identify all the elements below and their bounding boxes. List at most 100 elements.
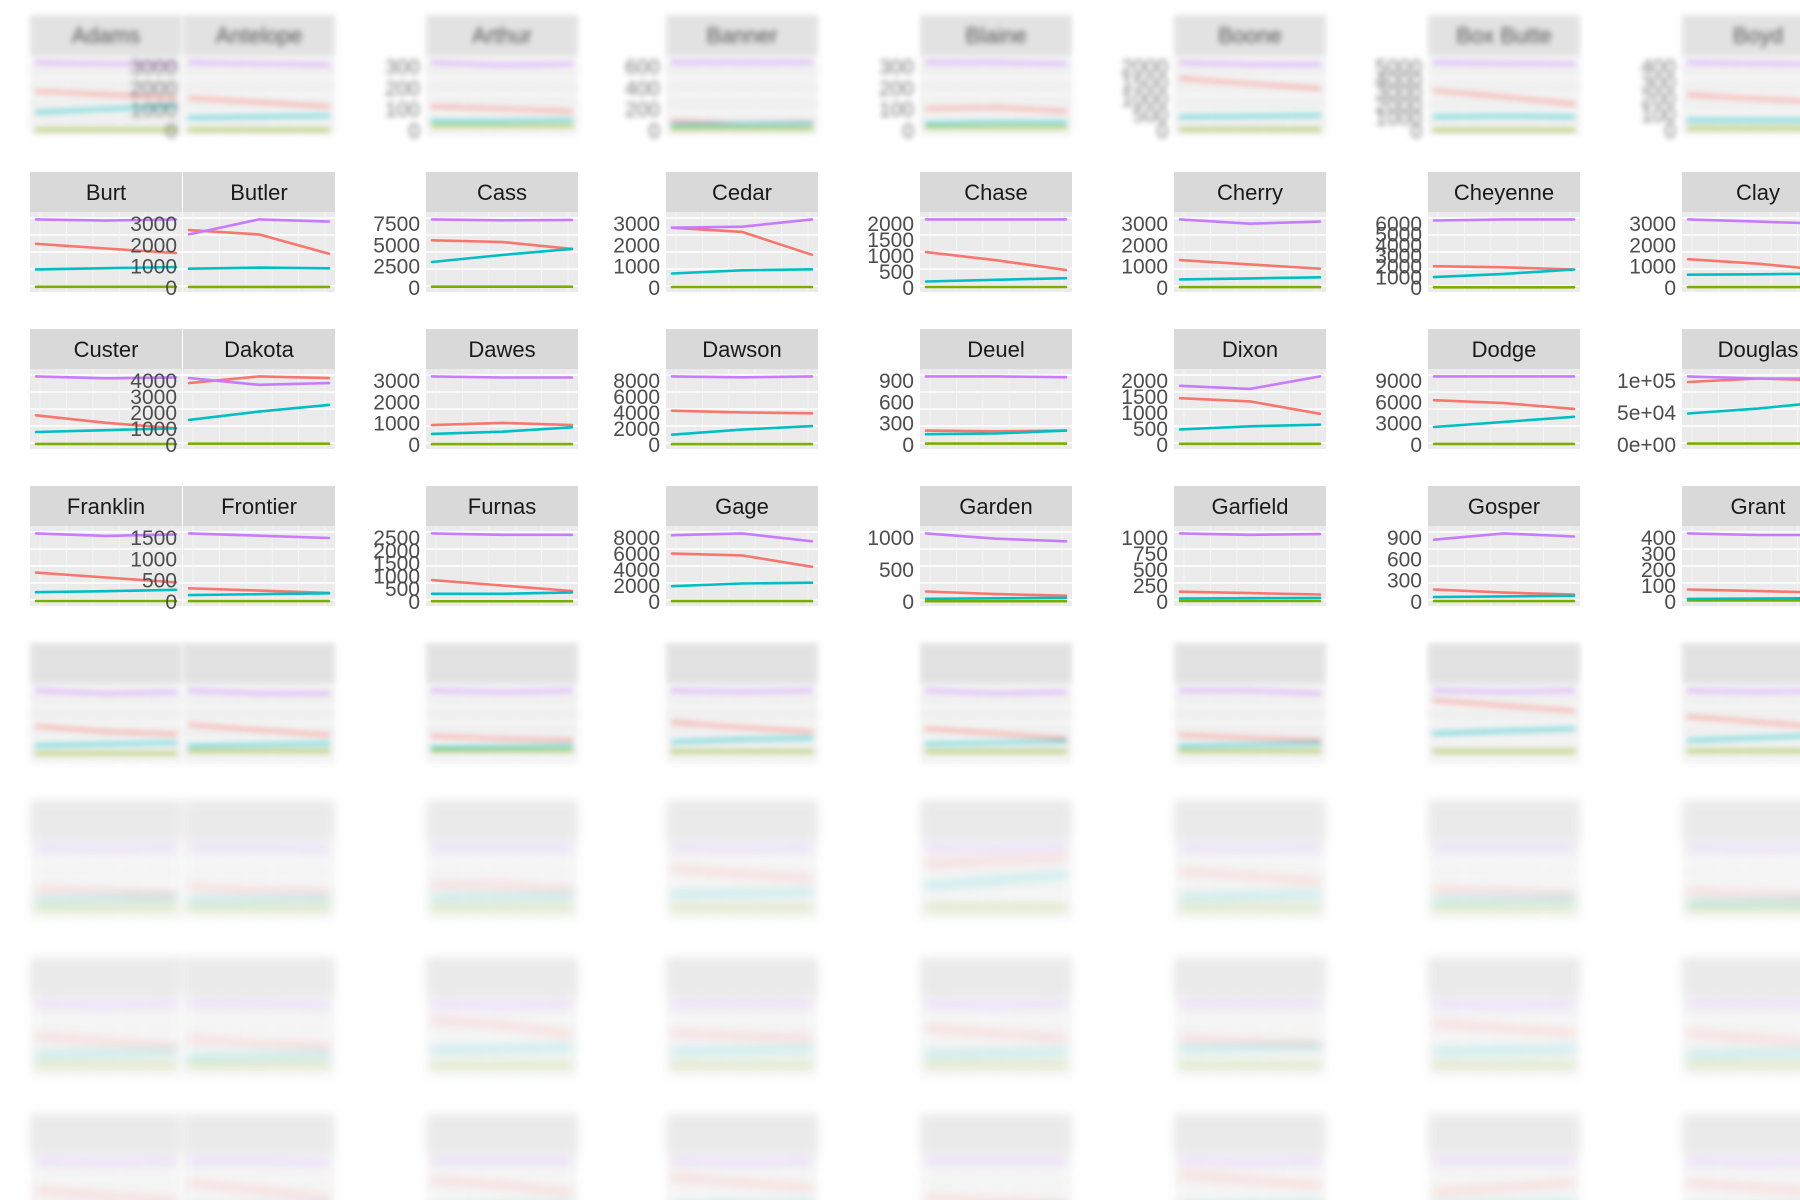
facet-panel-panel-54 [1174, 957, 1326, 1077]
y-tick-label: 5000 [1375, 56, 1422, 79]
y-tick-label: 2000 [130, 77, 177, 100]
strip-background [920, 486, 1072, 526]
series-line-3 [1432, 114, 1576, 118]
series-line-1 [670, 1032, 814, 1040]
series-line-3 [924, 1050, 1068, 1056]
series-line-4 [1686, 218, 1800, 225]
series-line-4 [1686, 1160, 1800, 1164]
y-tick-label: 0 [1664, 277, 1676, 300]
facet-panel-garden: Garden 1000 500 0 [867, 486, 1072, 614]
y-tick-label: 0 [1156, 434, 1168, 457]
y-tick-label: 0 [1410, 434, 1422, 457]
series-line-3 [1686, 403, 1800, 415]
y-tick-label: 900 [879, 370, 914, 393]
facet-panel-panel-36 [666, 643, 818, 763]
series-line-4 [670, 532, 814, 543]
strip-label: Banner [707, 23, 778, 48]
strip-background [1682, 643, 1800, 683]
strip-background [426, 15, 578, 55]
series-line-3 [187, 741, 331, 748]
series-line-4 [187, 376, 331, 387]
series-line-1 [187, 723, 331, 737]
strip-background [666, 957, 818, 997]
series-line-4 [34, 1160, 178, 1164]
strip-background [426, 172, 578, 212]
series-line-4 [1432, 1003, 1576, 1008]
series-line-1 [34, 1034, 178, 1048]
y-tick-label: 3000 [130, 213, 177, 236]
strip-background [1174, 486, 1326, 526]
facet-panel-adams: Adams [30, 15, 182, 135]
series-line-1 [430, 578, 574, 593]
strip-background [183, 486, 335, 526]
strip-background [426, 800, 578, 840]
strip-background [1174, 15, 1326, 55]
series-line-3 [924, 429, 1068, 436]
series-line-3 [1432, 268, 1576, 279]
y-tick-label: 6000 [613, 386, 660, 409]
series-line-4 [187, 846, 331, 851]
y-tick-label: 0 [1664, 591, 1676, 614]
series-line-4 [34, 61, 178, 66]
series-line-3 [430, 744, 574, 749]
series-line-3 [670, 890, 814, 897]
facet-panel-panel-60 [666, 1114, 818, 1200]
y-tick-label: 500 [1133, 559, 1168, 582]
strip-background [1682, 15, 1800, 55]
y-tick-label: 600 [625, 56, 660, 79]
series-line-1 [924, 106, 1068, 113]
y-tick-label: 0 [408, 591, 420, 614]
y-tick-label: 2000 [1375, 94, 1422, 117]
y-tick-label: 4000 [1375, 69, 1422, 92]
strip-background [1428, 800, 1580, 840]
y-tick-label: 300 [385, 56, 420, 79]
strip-background [183, 329, 335, 369]
y-tick-label: 600 [879, 391, 914, 414]
series-line-1 [187, 228, 331, 255]
y-tick-label: 3000 [130, 56, 177, 79]
strip-background [183, 1114, 335, 1154]
series-line-1 [430, 421, 574, 427]
series-line-3 [430, 894, 574, 899]
strip-background [1174, 643, 1326, 683]
series-line-1 [670, 1176, 814, 1190]
y-tick-label: 8000 [613, 527, 660, 550]
series-line-4 [1178, 61, 1322, 66]
series-line-1 [1432, 264, 1576, 271]
y-tick-label: 1000 [130, 99, 177, 122]
y-tick-label: 6000 [1375, 391, 1422, 414]
y-tick-label: 2000 [1375, 256, 1422, 279]
y-tick-label: 400 [1641, 527, 1676, 550]
strip-background [426, 643, 578, 683]
facet-panel-panel-52 [666, 957, 818, 1077]
series-line-3 [34, 426, 178, 434]
y-tick-label: 0 [902, 120, 914, 143]
series-line-3 [924, 596, 1068, 601]
series-line-1 [1686, 1032, 1800, 1044]
y-tick-label: 1000 [130, 548, 177, 571]
strip-background [30, 1114, 182, 1154]
strip-background [1682, 172, 1800, 212]
series-line-4 [670, 218, 814, 229]
strip-label: Cass [477, 180, 527, 205]
strip-background [183, 800, 335, 840]
series-line-1 [34, 90, 178, 100]
series-line-4 [34, 532, 178, 538]
facet-panel-panel-40 [1682, 643, 1800, 763]
facet-panel-custer: Custer [30, 329, 182, 449]
strip-label: Blaine [965, 23, 1026, 48]
series-line-3 [1432, 897, 1576, 902]
series-line-3 [34, 741, 178, 747]
y-tick-label: 500 [1133, 418, 1168, 441]
series-line-3 [187, 897, 331, 902]
facet-panel-panel-37 [920, 643, 1072, 763]
y-tick-label: 0 [1410, 591, 1422, 614]
strip-background [920, 172, 1072, 212]
y-tick-label: 2500 [373, 527, 420, 550]
series-line-4 [430, 375, 574, 379]
